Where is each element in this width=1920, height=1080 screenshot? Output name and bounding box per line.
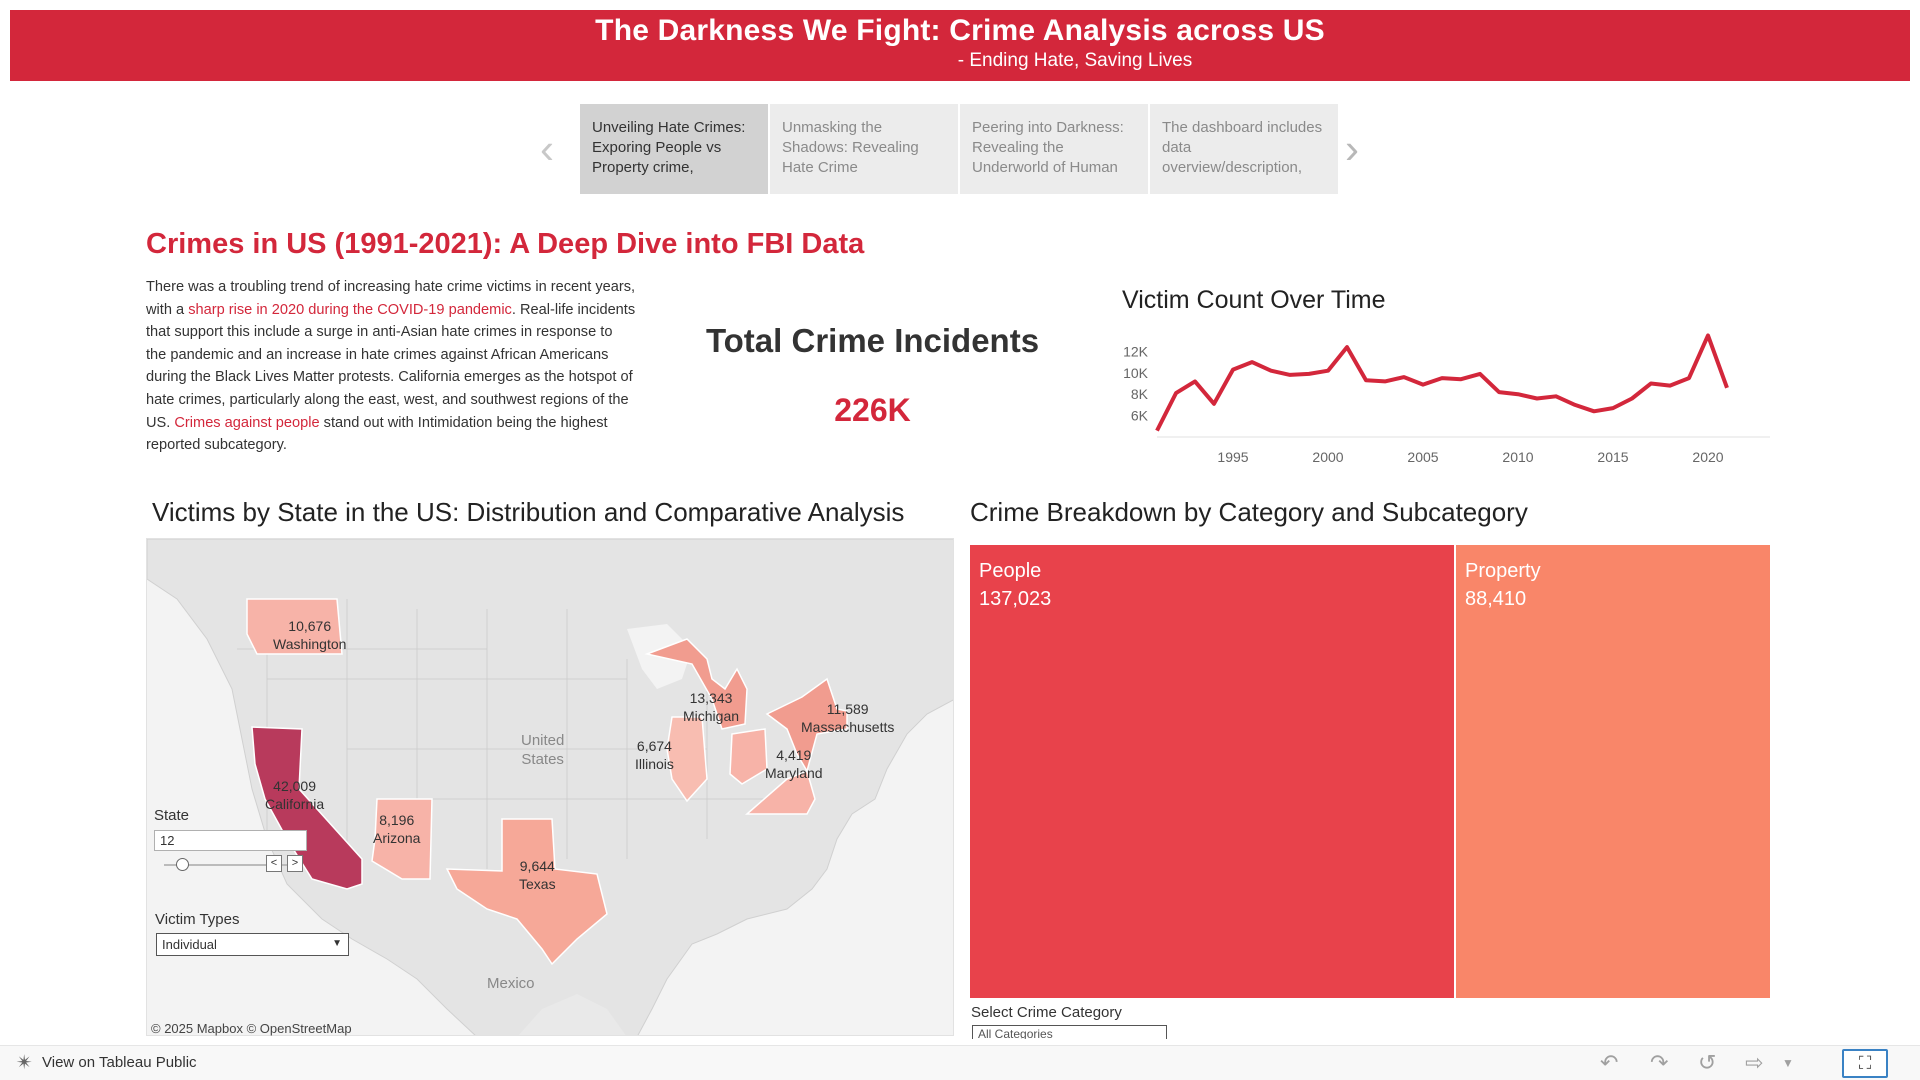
dashboard-subtitle: - Ending Hate, Saving Lives (957, 50, 1193, 71)
state-filter-label: State (154, 807, 190, 824)
state-arizona[interactable] (371, 798, 433, 880)
treemap-cell-value: 137,023 (979, 588, 1052, 610)
map-credit: © 2025 Mapbox © OpenStreetMap (151, 1021, 352, 1036)
y-tick-label: 8K (1131, 386, 1149, 402)
crime-category-label: Select Crime Category (971, 1004, 1122, 1021)
x-tick-label: 2010 (1502, 449, 1533, 465)
story-point-1[interactable]: Unveiling Hate Crimes: Exporing People v… (580, 104, 768, 194)
state-illinois[interactable] (666, 716, 708, 803)
crime-category-dropdown[interactable]: All Categories (972, 1025, 1167, 1039)
x-tick-label: 2015 (1597, 449, 1628, 465)
treemap-cell-label: Property (1465, 560, 1541, 582)
description-text: There was a troubling trend of increasin… (146, 279, 636, 454)
y-tick-label: 12K (1123, 343, 1149, 359)
series-line (1155, 333, 1729, 432)
x-tick-label: 2005 (1407, 449, 1438, 465)
treemap-cell-value: 88,410 (1465, 588, 1527, 610)
highlight-people: Crimes against people (174, 414, 320, 431)
tableau-logo-icon: ✴ (16, 1052, 33, 1074)
fullscreen-icon[interactable]: ⛶ (1842, 1049, 1888, 1078)
victim-types-label: Victim Types (155, 911, 240, 928)
dashboard-banner: The Darkness We Fight: Crime Analysis ac… (10, 10, 1910, 81)
revert-icon[interactable]: ↺ (1698, 1050, 1717, 1075)
page-title: Crimes in US (1991-2021): A Deep Dive in… (146, 228, 865, 260)
label-massachusetts: 11,589 Massachusetts (801, 701, 895, 735)
story-point-3[interactable]: Peering into Darkness: Revealing the Und… (960, 104, 1148, 194)
victim-types-dropdown[interactable]: Individual ▼ (156, 933, 349, 956)
treemap-cell-people[interactable]: People 137,023 (970, 545, 1454, 998)
slider-track (164, 864, 300, 866)
us-map[interactable]: 10,676 Washington 42,009 California 8,196 A… (146, 538, 954, 1036)
view-on-tableau-link[interactable]: View on Tableau Public (42, 1054, 197, 1071)
country-label-mexico: Mexico (487, 975, 535, 992)
label-arizona: 8,196 Arizona (373, 812, 421, 846)
chevron-right-icon[interactable]: › (1345, 125, 1359, 172)
treemap-cell-label: People (979, 560, 1042, 582)
y-tick-label: 6K (1131, 408, 1149, 424)
highlight-covid: sharp rise in 2020 during the COVID-19 p… (188, 301, 512, 318)
step-next-icon[interactable]: > (287, 855, 303, 872)
x-tick-label: 1995 (1217, 449, 1248, 465)
state-ohio[interactable] (729, 728, 768, 785)
chevron-down-icon: ▼ (332, 938, 342, 949)
state-maryland[interactable] (745, 769, 816, 815)
share-icon[interactable]: ⇨ (1745, 1050, 1764, 1075)
state-parameter-input[interactable]: 12 (154, 830, 307, 851)
label-michigan: 13,343 Michigan (683, 690, 740, 724)
label-maryland: 4,419 Maryland (765, 747, 823, 781)
state-massachusetts[interactable] (765, 677, 848, 773)
treemap-title: Crime Breakdown by Category and Subcateg… (970, 497, 1528, 527)
share-dropdown-icon[interactable]: ▼ (1782, 1056, 1794, 1070)
label-washington: 10,676 Washington (273, 618, 347, 652)
treemap-cell-property[interactable]: Property 88,410 (1456, 545, 1770, 998)
state-slider[interactable] (164, 858, 300, 872)
label-texas: 9,644 Texas (519, 858, 556, 892)
state-california[interactable] (251, 726, 363, 890)
tableau-toolbar: ✴ View on Tableau Public ↶ ↷ ↺ ⇨ ▼ ⛶ (0, 1045, 1920, 1080)
undo-icon[interactable]: ↶ (1600, 1050, 1619, 1075)
state-texas[interactable] (445, 818, 608, 966)
map-title: Victims by State in the US: Distribution… (152, 497, 905, 527)
kpi-value: 226K (834, 392, 911, 428)
slider-knob[interactable] (176, 858, 189, 871)
crime-category-treemap[interactable]: People 137,023 Property 88,410 (970, 545, 1770, 998)
label-california: 42,009 California (265, 778, 325, 812)
label-illinois: 6,674 Illinois (635, 738, 674, 772)
y-tick-label: 10K (1123, 365, 1149, 381)
dashboard-title: The Darkness We Fight: Crime Analysis ac… (595, 14, 1325, 47)
kpi-label: Total Crime Incidents (705, 322, 1040, 359)
x-tick-label: 2020 (1692, 449, 1723, 465)
state-michigan[interactable] (644, 638, 748, 730)
x-tick-label: 2000 (1312, 449, 1343, 465)
story-point-2[interactable]: Unmasking the Shadows: Revealing Hate Cr… (770, 104, 958, 194)
country-label-us: United States (521, 732, 565, 768)
victim-count-line-chart[interactable]: 6K 8K 10K 12K 1995 2000 2005 2010 2015 2020 (1100, 325, 1775, 470)
redo-icon[interactable]: ↷ (1650, 1050, 1669, 1075)
state-washington[interactable] (246, 598, 343, 655)
chevron-left-icon[interactable]: ‹ (540, 125, 554, 172)
story-point-4[interactable]: The dashboard includes data overview/des… (1150, 104, 1338, 194)
line-chart-title: Victim Count Over Time (1122, 286, 1386, 314)
step-prev-icon[interactable]: < (266, 855, 282, 872)
